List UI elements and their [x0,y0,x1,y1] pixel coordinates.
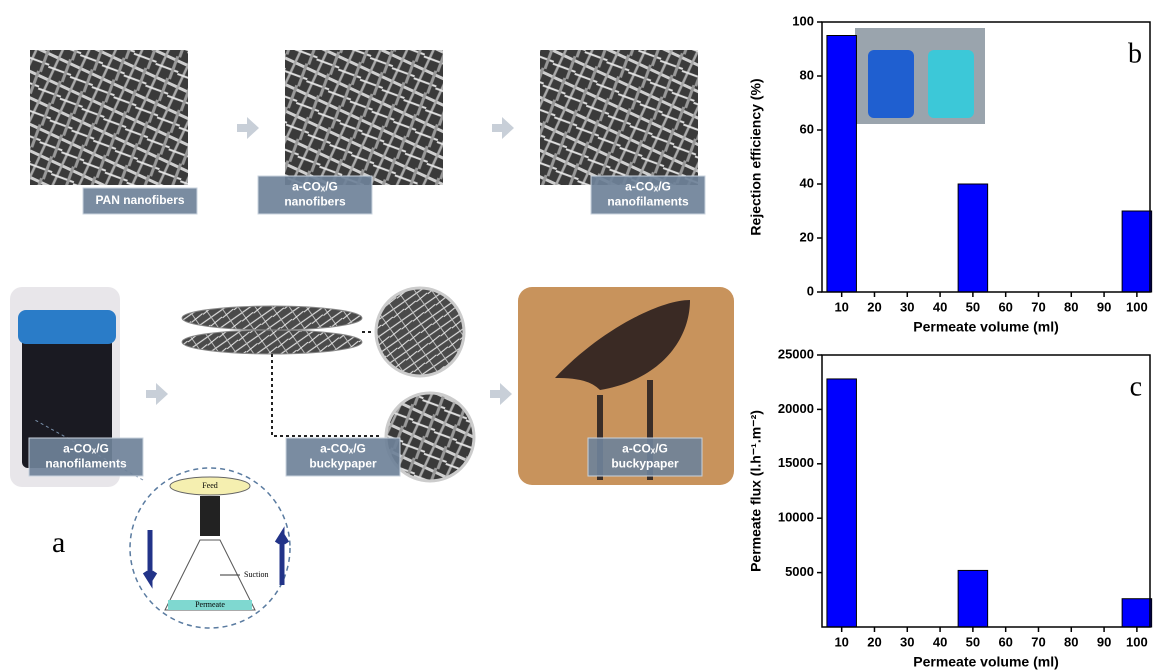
caption: nanofilaments [607,195,689,209]
caption: a-COₓ/G [320,442,366,456]
x-axis-label: Permeate volume (ml) [913,319,1059,335]
plot-frame [821,354,1151,628]
y-tick-label: 20 [800,229,814,244]
flow-arrow [142,530,158,589]
x-tick-label: 70 [1031,634,1045,649]
panel-a-art [10,50,734,629]
x-tick-label: 60 [998,299,1012,314]
bar [826,378,857,628]
vial [22,338,112,468]
caption: a-COₓ/G [292,180,338,194]
bar [826,35,857,293]
vial-cap [18,310,116,344]
buckypaper [555,300,690,390]
y-tick-label: 20000 [778,401,814,416]
caption-box [257,175,373,215]
plot-frame [821,21,1151,293]
disc [181,305,363,331]
y-tick-label: 10000 [778,510,814,525]
y-tick-label: 60 [800,121,814,136]
x-tick-label: 100 [1126,299,1148,314]
permeate [168,600,252,610]
caption-box [587,437,703,477]
setup-circle [129,467,291,629]
caption-box [590,175,706,215]
setup-label: Permeate [195,600,225,609]
caption: nanofibers [284,195,346,209]
panel-label: c [1130,371,1142,402]
sem-image [285,50,443,185]
x-axis-label: Permeate volume (ml) [913,654,1059,670]
sem-image [30,50,188,185]
y-tick-label: 80 [800,67,814,82]
inset-vial [868,50,914,118]
y-tick-label: 0 [807,283,814,298]
sem-image [540,50,698,185]
x-tick-label: 50 [966,299,980,314]
caption: buckypaper [611,457,679,471]
caption-box [285,437,401,477]
arrow [490,383,512,405]
funnel [200,496,220,536]
x-tick-label: 10 [834,634,848,649]
x-tick-label: 80 [1064,634,1078,649]
x-tick-label: 50 [966,634,980,649]
y-tick-label: 40 [800,175,814,190]
x-tick-label: 20 [867,299,881,314]
disc [181,329,363,355]
x-tick-label: 40 [933,299,947,314]
y-tick-label: 15000 [778,455,814,470]
setup-label: Suction [244,570,268,579]
bar [957,183,989,293]
y-axis-label: Permeate flux (l.h⁻¹.m⁻²) [748,410,764,572]
feed-disk [169,476,251,496]
x-tick-label: 30 [900,634,914,649]
panel-label: a [52,526,65,559]
arrow [237,117,259,139]
x-tick-label: 90 [1097,634,1111,649]
x-tick-label: 40 [933,634,947,649]
bar [957,569,989,628]
x-tick-label: 10 [834,299,848,314]
caption-box [82,187,198,215]
bar [1121,598,1153,628]
x-tick-label: 100 [1126,634,1148,649]
caption: a-COₓ/G [63,442,109,456]
flow-arrow [274,526,290,585]
caption: nanofilaments [45,457,127,471]
caption: a-COₓ/G [622,442,668,456]
caption: buckypaper [309,457,377,471]
arrow [492,117,514,139]
y-tick-label: 25000 [778,346,814,361]
setup-label: Feed [202,481,218,490]
bar [1121,210,1153,293]
x-tick-label: 90 [1097,299,1111,314]
sem-zoom [374,286,466,378]
x-tick-label: 20 [867,634,881,649]
connector [271,331,382,437]
flask [164,539,256,611]
x-tick-label: 30 [900,299,914,314]
caption: a-COₓ/G [625,180,671,194]
y-axis-label: Rejection efficiency (%) [748,78,764,235]
y-tick-label: 5000 [785,564,814,579]
panel-label: b [1128,38,1142,69]
x-tick-label: 80 [1064,299,1078,314]
y-tick-label: 100 [792,13,814,28]
x-tick-label: 70 [1031,299,1045,314]
x-tick-label: 60 [998,634,1012,649]
sem-zoom [384,391,476,483]
caption: PAN nanofibers [95,193,184,207]
inset-vial [928,50,974,118]
caption-box [28,437,144,477]
arrow [146,383,168,405]
